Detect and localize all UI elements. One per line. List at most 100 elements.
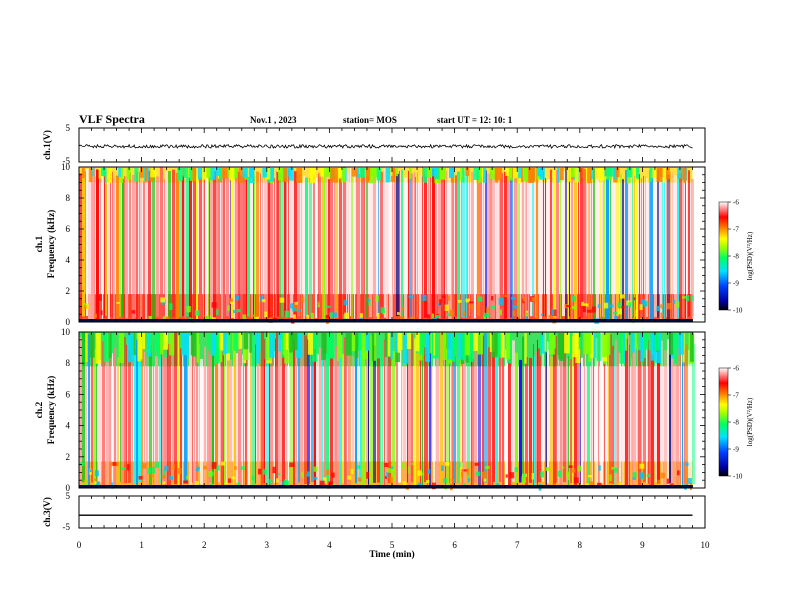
spectrogram-low-band-cell [660, 312, 663, 319]
spectrogram-streak [609, 334, 612, 484]
spectrogram-high-band-cell [120, 168, 124, 184]
spectrogram-streak [124, 337, 126, 484]
spectrogram-high-band-cell [312, 333, 317, 362]
spectrogram-low-band-cell [258, 468, 262, 475]
spectrogram-streak [324, 351, 326, 488]
spectrogram-streak [604, 350, 605, 488]
spectrogram-high-band-cell [387, 333, 391, 357]
spectrogram-streak [492, 344, 493, 487]
spectrogram-streak [386, 172, 388, 321]
spectrogram-streak [462, 342, 463, 485]
spectrogram-streak [463, 355, 466, 483]
start-time-label: start UT = 12: 10: 1 [437, 115, 513, 125]
spectrogram-high-band-cell [425, 168, 432, 178]
spectrogram-streak [546, 352, 547, 487]
spectrogram-high-band-cell [351, 333, 356, 352]
colorbar-tick-label: -8 [733, 253, 739, 261]
spectrogram-high-band-cell [590, 333, 595, 359]
spectrogram-streak [444, 358, 445, 488]
spectrogram-low-band-cell [89, 469, 93, 473]
spectrogram-streak [284, 171, 286, 317]
spectrogram-streak [610, 173, 611, 320]
ch1-ytick-top: 5 [66, 123, 71, 133]
spectrogram-low-band-cell [251, 475, 255, 481]
spectrogram-streak [152, 173, 155, 319]
ch2-colorbar-label: log(PSD)(V²/Hz) [746, 397, 754, 446]
freq-tick-label: 4 [66, 255, 71, 265]
spectrogram-streak [238, 339, 241, 487]
spectrogram-streak [82, 169, 85, 317]
spectrogram-baseline [79, 485, 693, 488]
time-tick-label: 8 [578, 540, 583, 550]
spectrogram-streak [208, 167, 209, 321]
spectrogram-streak [435, 172, 437, 319]
spectrogram-streak [246, 338, 247, 485]
spectrogram-streak [602, 175, 603, 317]
spectrogram-streak [587, 356, 590, 487]
spectrogram-high-band-cell [631, 168, 637, 176]
spectrogram-streak [189, 335, 192, 486]
ch3-waveform-ylabel: ch.3(V) [42, 497, 53, 527]
spectrogram-low-band-cell [387, 468, 391, 473]
spectrogram-streak [553, 169, 556, 319]
date-label: Nov.1 , 2023 [250, 115, 297, 125]
spectrogram-low-band-cell [376, 313, 380, 319]
spectrogram-streak [477, 170, 480, 316]
spectrogram-streak [221, 177, 223, 322]
spectrogram-streak [376, 177, 378, 317]
spectrogram-streak [617, 351, 619, 482]
spectrogram-streak [233, 336, 234, 488]
spectrogram-streak [240, 175, 243, 319]
spectrogram-low-band-cell [551, 308, 555, 316]
spectrogram-streak [474, 335, 477, 483]
spectrogram-streak [260, 351, 261, 486]
spectrogram-streak [398, 350, 401, 483]
spectrogram-low-band-cell [584, 303, 589, 307]
spectrogram-streak [199, 343, 200, 484]
spectrogram-low-band-cell [401, 307, 405, 311]
spectrogram-streak [612, 167, 615, 320]
spectrogram-low-band-cell [484, 312, 489, 318]
spectrogram-streak [539, 170, 542, 322]
spectrogram-low-band-cell [567, 474, 570, 480]
spectrogram-streak [472, 359, 474, 487]
spectrogram-high-band-cell [104, 168, 109, 184]
spectrogram-streak [512, 340, 515, 482]
spectrogram-streak [298, 340, 300, 483]
spectrogram-low-band-cell [411, 462, 415, 465]
spectrogram-streak [483, 175, 484, 317]
spectrogram-low-band-cell [509, 472, 515, 479]
spectrogram-streak [339, 335, 342, 488]
spectrogram-streak [356, 171, 357, 322]
spectrogram-low-band-cell [617, 308, 622, 315]
spectrogram-streak [148, 170, 151, 316]
spectrogram-streak [125, 176, 128, 319]
spectrogram-high-band-cell [189, 168, 193, 181]
spectrogram-high-band-cell [339, 333, 343, 358]
spectrogram-streak [102, 173, 103, 320]
spectrogram-streak [387, 347, 388, 487]
spectrogram-low-band-cell [186, 306, 191, 313]
time-axis-label: Time (min) [369, 549, 414, 560]
spectrogram-streak [352, 355, 354, 482]
ch1-frequency-label: Frequency (kHz) [46, 210, 57, 279]
spectrogram-high-band-cell [134, 168, 139, 182]
spectrogram-high-band-cell [215, 168, 222, 177]
spectrogram-streak [508, 347, 511, 487]
spectrogram-low-band-cell [690, 295, 694, 302]
spectrogram-streak [646, 178, 648, 317]
spectrogram-streak [266, 342, 269, 485]
spectrogram-streak [366, 339, 367, 484]
spectrogram-streak [96, 338, 97, 483]
spectrogram-streak [248, 334, 250, 487]
spectrogram-low-band-cell [525, 310, 528, 313]
spectrogram-streak [185, 170, 186, 321]
spectrogram-streak [110, 173, 111, 317]
figure-title: VLF Spectra [79, 112, 145, 126]
spectrogram-baseline [79, 319, 693, 322]
axis-ticks [78, 128, 706, 528]
spectrogram-low-band-cell [483, 478, 487, 482]
spectrogram-low-band-cell [231, 476, 236, 480]
spectrogram-high-band-cell [354, 333, 359, 359]
spectrogram-streak [562, 170, 565, 317]
